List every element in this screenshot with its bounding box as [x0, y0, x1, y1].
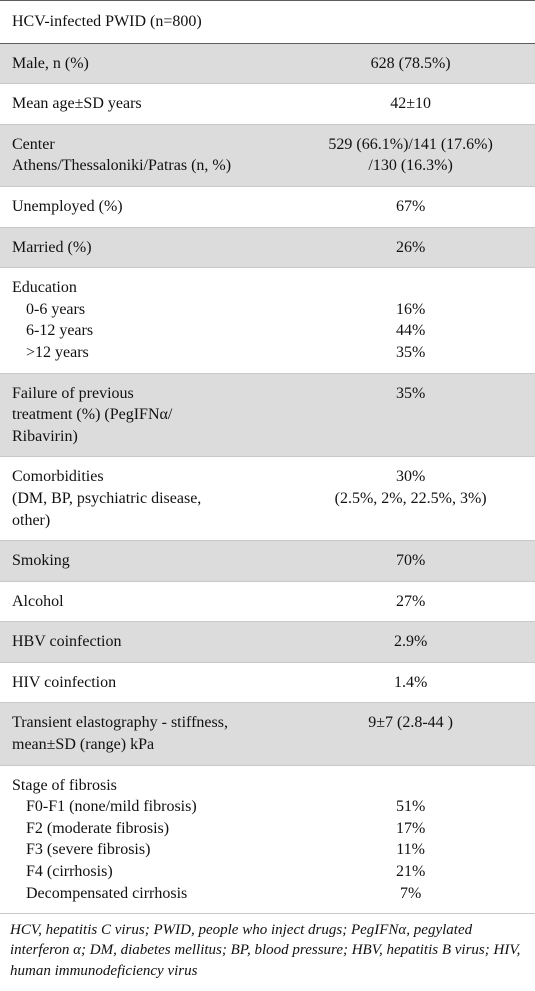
row-label: CenterAthens/Thessaloniki/Patras (n, %): [0, 125, 294, 186]
row-value: 70%: [294, 541, 535, 581]
row-label: Married (%): [0, 228, 294, 268]
row-label: Mean age±SD years: [0, 84, 294, 124]
row-value: 27%: [294, 582, 535, 622]
table-row: Failure of previoustreatment (%) (PegIFN…: [0, 374, 535, 458]
table-row: Male, n (%)628 (78.5%): [0, 44, 535, 85]
table-row: CenterAthens/Thessaloniki/Patras (n, %)5…: [0, 125, 535, 187]
row-value: 51%17%11%21%7%: [294, 766, 535, 914]
row-value: 26%: [294, 228, 535, 268]
row-label: Male, n (%): [0, 44, 294, 84]
row-value: 2.9%: [294, 622, 535, 662]
row-value: 628 (78.5%): [294, 44, 535, 84]
table-row: Transient elastography - stiffness,mean±…: [0, 703, 535, 765]
row-value: 9±7 (2.8-44 ): [294, 703, 535, 764]
row-label: Failure of previoustreatment (%) (PegIFN…: [0, 374, 294, 457]
row-label: Stage of fibrosisF0-F1 (none/mild fibros…: [0, 766, 294, 914]
row-value: 16%44%35%: [294, 268, 535, 372]
table-row: Smoking70%: [0, 541, 535, 582]
table-row: Unemployed (%)67%: [0, 187, 535, 228]
table-row: Mean age±SD years42±10: [0, 84, 535, 125]
row-label: Unemployed (%): [0, 187, 294, 227]
table-title: HCV-infected PWID (n=800): [0, 1, 535, 43]
row-label: Alcohol: [0, 582, 294, 622]
row-value: 1.4%: [294, 663, 535, 703]
table-row: Alcohol27%: [0, 582, 535, 623]
row-label: Smoking: [0, 541, 294, 581]
row-label: Comorbidities(DM, BP, psychiatric diseas…: [0, 457, 294, 540]
table-body: Male, n (%)628 (78.5%)Mean age±SD years4…: [0, 44, 535, 915]
table-row: Education0-6 years6-12 years>12 years 16…: [0, 268, 535, 373]
table-row: Comorbidities(DM, BP, psychiatric diseas…: [0, 457, 535, 541]
row-value: 42±10: [294, 84, 535, 124]
table-row: HBV coinfection2.9%: [0, 622, 535, 663]
table-row: Married (%)26%: [0, 228, 535, 269]
row-value: 30%(2.5%, 2%, 22.5%, 3%): [294, 457, 535, 540]
row-value: 529 (66.1%)/141 (17.6%)/130 (16.3%): [294, 125, 535, 186]
table-row: Stage of fibrosisF0-F1 (none/mild fibros…: [0, 766, 535, 915]
row-label: HIV coinfection: [0, 663, 294, 703]
data-table: HCV-infected PWID (n=800) Male, n (%)628…: [0, 0, 535, 991]
table-header-row: HCV-infected PWID (n=800): [0, 1, 535, 44]
row-label: HBV coinfection: [0, 622, 294, 662]
row-value: 35%: [294, 374, 535, 457]
table-row: HIV coinfection1.4%: [0, 663, 535, 704]
row-value: 67%: [294, 187, 535, 227]
row-label: Transient elastography - stiffness,mean±…: [0, 703, 294, 764]
table-footnote: HCV, hepatitis C virus; PWID, people who…: [0, 914, 535, 991]
row-label: Education0-6 years6-12 years>12 years: [0, 268, 294, 372]
